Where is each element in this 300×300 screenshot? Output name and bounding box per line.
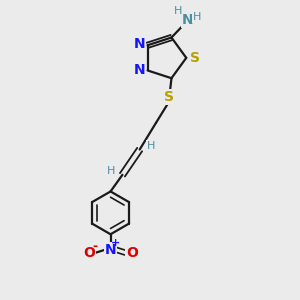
Text: N: N: [182, 13, 194, 27]
Text: N: N: [134, 63, 145, 77]
Text: S: S: [190, 51, 200, 65]
Text: N: N: [134, 37, 145, 51]
Text: +: +: [111, 238, 121, 248]
Text: O: O: [126, 246, 138, 260]
Text: N: N: [105, 243, 116, 257]
Text: H: H: [147, 141, 155, 151]
Text: H: H: [174, 6, 182, 16]
Text: O: O: [83, 246, 95, 260]
Text: H: H: [107, 166, 115, 176]
Text: S: S: [164, 90, 173, 104]
Text: -: -: [92, 240, 97, 253]
Text: H: H: [193, 12, 202, 22]
